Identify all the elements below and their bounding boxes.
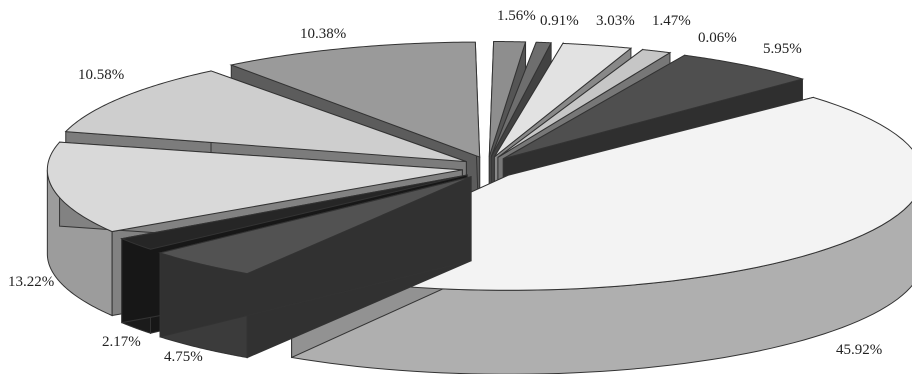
pie-slice-label: 3.03% [596, 13, 635, 29]
pie-slice-label: 1.47% [652, 13, 691, 29]
pie-slice-top [46, 141, 463, 233]
pie-slice-label: 0.06% [698, 30, 737, 46]
pie-slice-top [490, 41, 552, 157]
pie-slice-label: 10.58% [78, 67, 124, 83]
pie-slice-top [503, 54, 805, 160]
pie-slice-top [158, 176, 472, 275]
pie-slice-top [64, 70, 467, 163]
pie-slice-top [497, 49, 672, 158]
pie-slice-top [488, 40, 527, 157]
pie-slice-label: 4.75% [164, 349, 203, 365]
pie-slice-label: 0.91% [540, 13, 579, 29]
pie-slice-label: 10.38% [300, 26, 346, 42]
pie-slice-label: 45.92% [836, 342, 882, 358]
pie-slices [46, 40, 912, 374]
pie-slice-label: 1.56% [497, 8, 536, 24]
pie-slice-top [120, 174, 468, 250]
pie-slice [158, 175, 472, 359]
pie-slice-top [494, 42, 633, 158]
pie-slice-top [229, 41, 481, 158]
pie-slice-label: 5.95% [763, 41, 802, 57]
pie-labels: 1.56% 0.91% 3.03% 1.47% 0.06% 5.95% 45.92% 4.75… [8, 8, 882, 365]
pie-slice-label: 2.17% [102, 334, 141, 350]
pie-slice-label: 13.22% [8, 274, 54, 290]
